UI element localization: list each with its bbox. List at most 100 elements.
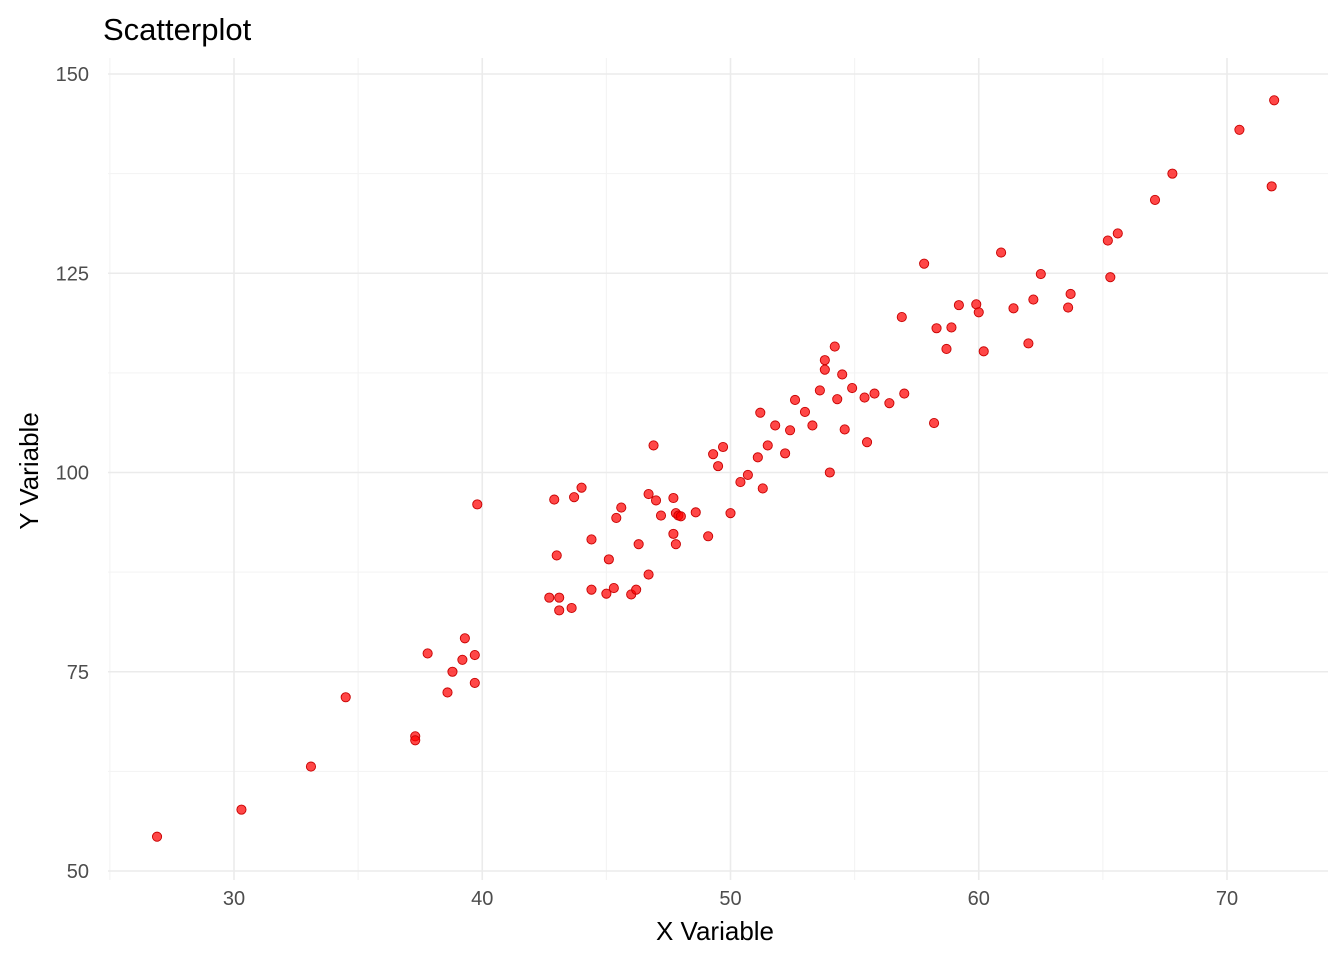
data-point <box>789 394 801 406</box>
data-point <box>1234 124 1245 135</box>
data-point <box>690 507 701 518</box>
data-point <box>151 831 163 842</box>
data-point <box>919 258 930 269</box>
data-point <box>603 554 614 565</box>
data-point <box>611 512 622 523</box>
data-point <box>668 492 679 504</box>
data-point <box>1102 235 1113 246</box>
data-point <box>569 492 580 503</box>
chart-title: Scatterplot <box>103 12 252 47</box>
data-points <box>151 95 1280 842</box>
data-point <box>566 602 577 614</box>
y-tick-label: 50 <box>67 861 89 883</box>
data-point <box>1105 272 1116 283</box>
data-point <box>601 588 612 599</box>
data-point <box>807 420 818 431</box>
data-point <box>899 388 910 399</box>
data-point <box>305 761 317 772</box>
data-point <box>770 420 781 431</box>
data-point <box>1063 302 1074 313</box>
data-point <box>586 534 597 545</box>
data-point <box>839 424 850 435</box>
data-point <box>633 539 644 550</box>
data-point <box>668 528 679 539</box>
data-point <box>762 440 773 451</box>
data-point <box>837 369 848 380</box>
data-point <box>236 804 247 815</box>
data-point <box>1149 194 1161 205</box>
data-point <box>725 508 736 519</box>
data-point <box>708 449 719 460</box>
data-point <box>340 692 351 703</box>
data-point <box>1035 268 1046 280</box>
data-point <box>643 488 654 500</box>
data-point <box>459 633 470 644</box>
data-point <box>829 341 840 352</box>
data-point <box>780 448 791 459</box>
y-tick-label: 125 <box>56 263 89 285</box>
data-point <box>819 355 830 366</box>
data-point <box>1065 288 1076 300</box>
data-point <box>929 418 940 429</box>
data-point <box>1028 294 1039 305</box>
data-point <box>755 407 766 418</box>
x-tick-label: 70 <box>1216 888 1238 910</box>
y-tick-label: 150 <box>56 64 89 86</box>
x-tick-label: 60 <box>968 888 990 910</box>
data-point <box>554 592 565 603</box>
data-point <box>1167 168 1178 179</box>
data-point <box>819 364 830 375</box>
data-point <box>735 477 746 488</box>
data-point <box>713 461 724 472</box>
data-point <box>703 531 714 542</box>
x-tick-label: 40 <box>471 888 493 910</box>
data-point <box>447 666 458 677</box>
data-point <box>869 388 880 399</box>
data-point <box>757 483 768 494</box>
data-point <box>884 398 895 409</box>
data-point <box>670 539 681 550</box>
data-point <box>422 648 433 659</box>
data-point <box>576 482 587 493</box>
data-point <box>978 346 989 357</box>
data-point <box>973 307 984 318</box>
data-point <box>946 322 957 333</box>
data-point <box>931 323 942 334</box>
data-point <box>469 649 480 661</box>
data-point <box>847 382 858 394</box>
data-point <box>832 394 843 405</box>
data-point <box>457 654 468 665</box>
data-point <box>859 392 870 403</box>
data-point <box>544 592 555 603</box>
data-point <box>1023 338 1034 349</box>
data-point <box>650 495 662 506</box>
data-point <box>824 467 835 478</box>
data-point <box>785 425 796 436</box>
y-axis-title: Y Variable <box>14 412 44 530</box>
x-tick-label: 50 <box>719 888 741 910</box>
data-point <box>616 502 627 513</box>
data-point <box>941 343 952 355</box>
data-point <box>586 584 597 595</box>
data-point <box>549 494 560 505</box>
data-point <box>1266 181 1277 192</box>
data-point <box>996 247 1007 258</box>
data-point <box>608 583 619 594</box>
data-point <box>551 550 562 561</box>
x-axis-ticks: 30 40 50 60 70 <box>223 888 1238 910</box>
x-axis-title: X Variable <box>656 916 774 946</box>
data-point <box>631 584 642 595</box>
y-tick-label: 75 <box>67 662 89 684</box>
data-point <box>655 510 667 521</box>
data-point <box>742 469 753 480</box>
x-tick-label: 30 <box>223 888 245 910</box>
data-point <box>752 452 763 463</box>
y-axis-ticks: 50 75 100 125 150 <box>56 64 89 883</box>
data-point <box>472 499 483 510</box>
data-point <box>718 441 729 453</box>
data-point <box>1112 228 1123 239</box>
y-tick-label: 100 <box>56 463 89 485</box>
data-point <box>469 677 480 688</box>
data-point <box>953 300 964 311</box>
